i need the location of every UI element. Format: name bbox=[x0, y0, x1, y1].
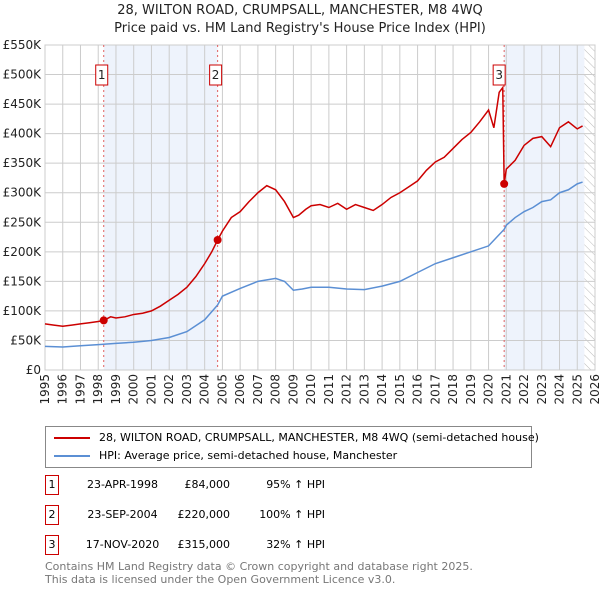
sale-hpi-change: 32% ↑ HPI bbox=[266, 538, 325, 551]
y-tick-label: £550K bbox=[3, 38, 43, 52]
x-tick-label: 2003 bbox=[180, 374, 194, 405]
x-tick-label: 2013 bbox=[357, 374, 371, 405]
sale-date: 23-SEP-2004 bbox=[87, 508, 158, 521]
x-tick-label: 2024 bbox=[553, 374, 567, 405]
x-tick-label: 2004 bbox=[198, 374, 212, 405]
x-tick-label: 2000 bbox=[127, 374, 141, 405]
shaded-period bbox=[103, 45, 218, 370]
plot-area: 1995 1996 1997 1998 1999 2000 2001 2002 2003 2004… bbox=[3, 38, 600, 405]
sale-price: £315,000 bbox=[177, 538, 231, 551]
chart-title: 28, WILTON ROAD, CRUMPSALL, MANCHESTER, … bbox=[117, 3, 483, 18]
x-tick-label: 2016 bbox=[411, 374, 425, 405]
x-tick-label: 2025 bbox=[570, 374, 584, 405]
sale-marker-box bbox=[209, 64, 223, 86]
sale-point bbox=[500, 179, 509, 188]
sale-marker-box bbox=[492, 64, 506, 86]
sale-point bbox=[213, 236, 222, 244]
shaded-period bbox=[504, 45, 585, 370]
y-tick-label: £150K bbox=[3, 274, 43, 288]
legend-label: HPI: Average price, semi-detached house,… bbox=[99, 449, 398, 462]
x-tick-label: 2007 bbox=[251, 374, 265, 405]
legend-item-property: 28, WILTON ROAD, CRUMPSALL, MANCHESTER, … bbox=[54, 431, 539, 445]
forecast-hatch bbox=[584, 45, 595, 370]
sale-hpi-change: 95% ↑ HPI bbox=[266, 478, 325, 491]
plot-border bbox=[44, 44, 596, 371]
x-tick-label: 2019 bbox=[464, 374, 478, 405]
x-tick-label: 1999 bbox=[109, 374, 123, 405]
legend-item-hpi: HPI: Average price, semi-detached house,… bbox=[54, 449, 397, 463]
y-tick-label: £500K bbox=[3, 68, 43, 82]
y-tick-label: £400K bbox=[3, 127, 43, 141]
sale-marker-box bbox=[95, 64, 109, 86]
x-tick-label: 2010 bbox=[304, 374, 318, 405]
x-tick-label: 2009 bbox=[286, 374, 300, 405]
legend-swatch-blue bbox=[54, 455, 90, 457]
x-tick-label: 2011 bbox=[322, 374, 336, 405]
sale-marker-label: 1 bbox=[98, 68, 106, 82]
x-tick-label: 2002 bbox=[162, 374, 176, 405]
y-tick-label: £100K bbox=[3, 304, 43, 318]
x-tick-label: 2017 bbox=[428, 374, 442, 405]
x-tick-label: 1995 bbox=[38, 374, 52, 405]
x-tick-label: 2005 bbox=[215, 374, 229, 405]
sale-point bbox=[99, 316, 108, 325]
sale-row: 1 23-APR-1998 £84,000 95% ↑ HPI bbox=[45, 475, 445, 495]
sale-row: 2 23-SEP-2004 £220,000 100% ↑ HPI bbox=[45, 505, 445, 525]
x-tick-label: 2014 bbox=[375, 374, 389, 405]
x-tick-label: 2001 bbox=[144, 374, 158, 405]
hpi-line bbox=[44, 181, 583, 348]
x-tick-label: 1996 bbox=[56, 374, 70, 405]
x-tick-label: 2006 bbox=[233, 374, 247, 405]
chart-subtitle: Price paid vs. HM Land Registry's House … bbox=[114, 21, 486, 36]
sale-hpi-change: 100% ↑ HPI bbox=[259, 508, 325, 521]
y-tick-label: £0 bbox=[26, 363, 41, 377]
y-tick-label: £200K bbox=[3, 245, 43, 259]
footer-line: Contains HM Land Registry data © Crown c… bbox=[45, 560, 473, 573]
sale-date: 23-APR-1998 bbox=[86, 478, 159, 491]
y-tick-label: £350K bbox=[3, 156, 43, 170]
legend-swatch-red bbox=[54, 437, 90, 439]
y-tick-label: £50K bbox=[10, 333, 42, 347]
x-tick-label: 2020 bbox=[482, 374, 496, 405]
y-tick-label: £450K bbox=[3, 97, 43, 111]
x-tick-label: 1997 bbox=[73, 374, 87, 405]
x-tick-label: 2023 bbox=[535, 374, 549, 405]
footer: Contains HM Land Registry data © Crown c… bbox=[45, 560, 473, 586]
footer-line: This data is licensed under the Open Gov… bbox=[45, 573, 396, 586]
legend: 28, WILTON ROAD, CRUMPSALL, MANCHESTER, … bbox=[45, 426, 539, 468]
x-tick-label: 2018 bbox=[446, 374, 460, 405]
price-line bbox=[44, 85, 583, 328]
sale-marker-label: 3 bbox=[495, 68, 503, 82]
sale-date: 17-NOV-2020 bbox=[85, 538, 160, 551]
legend-label: 28, WILTON ROAD, CRUMPSALL, MANCHESTER, … bbox=[99, 431, 539, 444]
sale-marker-box: 2 bbox=[45, 505, 59, 525]
sale-marker-box: 3 bbox=[45, 535, 59, 555]
sale-row: 3 17-NOV-2020 £315,000 32% ↑ HPI bbox=[45, 535, 445, 555]
sale-marker-box: 1 bbox=[45, 475, 59, 495]
y-tick-label: £300K bbox=[3, 186, 43, 200]
x-tick-label: 2008 bbox=[269, 374, 283, 405]
y-tick-label: £250K bbox=[3, 215, 43, 229]
x-tick-label: 2012 bbox=[340, 374, 354, 405]
sale-price: £84,000 bbox=[184, 478, 231, 491]
x-tick-label: 2015 bbox=[393, 374, 407, 405]
x-tick-label: 2022 bbox=[517, 374, 531, 405]
x-tick-label: 2021 bbox=[499, 374, 513, 405]
x-tick-label: 1998 bbox=[91, 374, 105, 405]
sale-price: £220,000 bbox=[177, 508, 231, 521]
sale-marker-label: 2 bbox=[212, 68, 220, 82]
x-tick-label: 2026 bbox=[588, 374, 600, 405]
